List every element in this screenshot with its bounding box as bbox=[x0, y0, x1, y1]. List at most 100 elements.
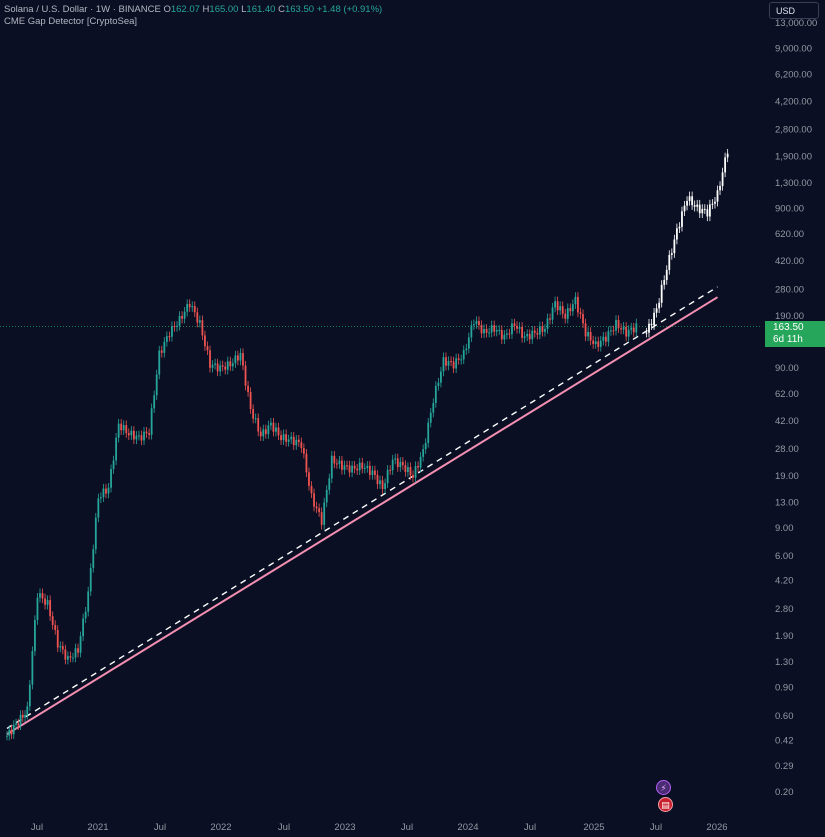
candle-body bbox=[122, 425, 125, 431]
candle-body bbox=[277, 427, 280, 436]
y-tick-label: 19.00 bbox=[775, 471, 799, 482]
candle-body bbox=[538, 326, 541, 335]
projection-candle bbox=[653, 312, 655, 326]
y-tick-label: 620.00 bbox=[775, 229, 804, 240]
candle-body bbox=[561, 306, 564, 314]
candle-body bbox=[315, 506, 318, 509]
y-tick-label: 28.00 bbox=[775, 444, 799, 455]
candle-body bbox=[386, 469, 389, 484]
candle-body bbox=[125, 425, 128, 434]
candle-body bbox=[533, 330, 536, 333]
candle-body bbox=[625, 326, 628, 337]
candle-body bbox=[270, 422, 272, 426]
y-tick-label: 9.00 bbox=[775, 523, 794, 534]
candle-body bbox=[511, 323, 513, 335]
candle-body bbox=[110, 469, 112, 488]
candle-body bbox=[264, 429, 267, 435]
candle-body bbox=[320, 512, 323, 525]
candle-body bbox=[452, 361, 455, 369]
projection-candle bbox=[681, 211, 683, 227]
candle-body bbox=[391, 459, 394, 471]
candle-body bbox=[318, 508, 321, 513]
candle-body bbox=[366, 465, 369, 469]
candle-body bbox=[584, 323, 587, 337]
candle-body bbox=[99, 497, 102, 499]
candle-body bbox=[594, 341, 597, 345]
y-tick-label: 6.00 bbox=[775, 551, 794, 562]
candle-body bbox=[432, 402, 435, 413]
candle-body bbox=[234, 355, 237, 364]
candle-body bbox=[394, 458, 397, 460]
candle-body bbox=[46, 600, 49, 605]
candle-body bbox=[313, 493, 315, 507]
candle-body bbox=[396, 458, 399, 468]
x-tick-label: 2022 bbox=[210, 822, 231, 833]
candle-body bbox=[120, 423, 123, 431]
candle-body bbox=[191, 306, 194, 308]
candle-body bbox=[556, 301, 559, 311]
x-tick-label: Jul bbox=[650, 822, 662, 833]
candle-body bbox=[523, 336, 526, 338]
y-tick-label: 62.00 bbox=[775, 389, 799, 400]
candle-body bbox=[67, 656, 69, 660]
candle-body bbox=[249, 392, 252, 410]
projection-candle bbox=[698, 204, 701, 214]
candle-body bbox=[254, 418, 257, 420]
candle-body bbox=[617, 319, 620, 329]
candle-body bbox=[597, 341, 600, 347]
candle-body bbox=[424, 442, 427, 450]
candle-body bbox=[528, 333, 531, 340]
candle-body bbox=[69, 656, 72, 658]
candle-body bbox=[290, 436, 293, 440]
candle-body bbox=[587, 331, 589, 337]
projection-candle bbox=[724, 157, 727, 173]
candle-body bbox=[333, 455, 336, 464]
candle-body bbox=[470, 325, 473, 338]
candle-body bbox=[36, 597, 39, 621]
y-tick-label: 0.90 bbox=[775, 683, 794, 694]
projection-candle bbox=[655, 308, 658, 313]
candle-body bbox=[447, 361, 450, 366]
us-flag-event-icon[interactable]: ▤ bbox=[658, 797, 673, 812]
projection-candle bbox=[660, 284, 663, 303]
symbol-label[interactable]: Solana / U.S. Dollar · 1W · BINANCE bbox=[4, 4, 161, 15]
candle-body bbox=[566, 308, 569, 319]
candle-body bbox=[34, 620, 36, 652]
candle-body bbox=[28, 684, 31, 707]
candle-body bbox=[216, 363, 219, 372]
candle-body bbox=[399, 461, 402, 468]
candle-body bbox=[384, 483, 386, 490]
candle-body bbox=[325, 489, 328, 503]
candle-body bbox=[31, 651, 34, 685]
candle-body bbox=[442, 357, 445, 372]
candle-body bbox=[485, 328, 488, 333]
projection-candle bbox=[701, 208, 704, 214]
candle-body bbox=[536, 332, 539, 335]
projection-candle bbox=[721, 172, 724, 186]
y-tick-label: 420.00 bbox=[775, 256, 804, 267]
projection-candle bbox=[719, 185, 721, 191]
candle-body bbox=[353, 465, 356, 469]
candle-body bbox=[21, 714, 24, 718]
candle-body bbox=[407, 467, 409, 473]
currency-selector[interactable]: USD bbox=[769, 2, 819, 19]
indicator-label[interactable]: CME Gap Detector [CryptoSea] bbox=[4, 16, 138, 27]
candle-body bbox=[483, 328, 485, 334]
candle-body bbox=[615, 319, 617, 331]
candle-body bbox=[44, 598, 46, 605]
candle-body bbox=[102, 488, 105, 498]
candle-body bbox=[201, 320, 204, 336]
candle-body bbox=[94, 517, 97, 550]
candle-body bbox=[434, 386, 437, 403]
candle-body bbox=[346, 465, 348, 467]
bar-countdown: 6d 11h bbox=[773, 334, 803, 345]
candle-body bbox=[15, 723, 17, 725]
low-value: 161.40 bbox=[246, 4, 276, 15]
candle-body bbox=[478, 321, 480, 326]
candle-body bbox=[445, 357, 447, 366]
lightning-event-icon[interactable]: ⚡ bbox=[656, 780, 671, 795]
candle-body bbox=[26, 706, 29, 715]
candle-body bbox=[244, 365, 247, 386]
candle-body bbox=[610, 330, 612, 332]
